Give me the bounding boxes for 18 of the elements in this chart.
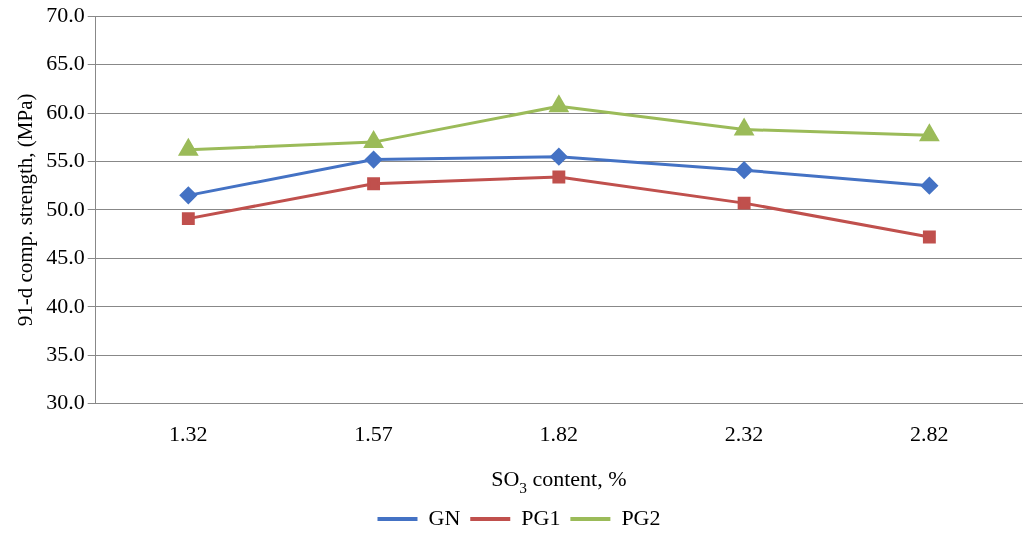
x-tick-label: 2.32 xyxy=(724,420,764,446)
legend-label: PG2 xyxy=(621,504,661,530)
y-tick-label: 50.0 xyxy=(46,195,85,221)
y-tick-label: 70.0 xyxy=(46,1,85,27)
x-tick-label: 2.82 xyxy=(910,420,949,446)
y-tick-label: 55.0 xyxy=(46,147,85,173)
y-tick-label: 45.0 xyxy=(46,244,85,270)
y-tick-label: 30.0 xyxy=(46,389,85,415)
y-tick-label: 40.0 xyxy=(46,292,85,318)
y-tick-label: 35.0 xyxy=(46,340,85,366)
y-axis-title: 91-d comp. strength, (MPa) xyxy=(13,93,38,327)
x-tick-label: 1.57 xyxy=(354,420,393,446)
legend-label: GN xyxy=(428,504,461,530)
y-tick-label: 65.0 xyxy=(46,50,85,76)
x-tick-label: 1.32 xyxy=(169,420,208,446)
y-tick-label: 60.0 xyxy=(46,98,85,124)
legend-label: PG1 xyxy=(521,504,561,530)
x-tick-label: 1.82 xyxy=(539,420,579,446)
